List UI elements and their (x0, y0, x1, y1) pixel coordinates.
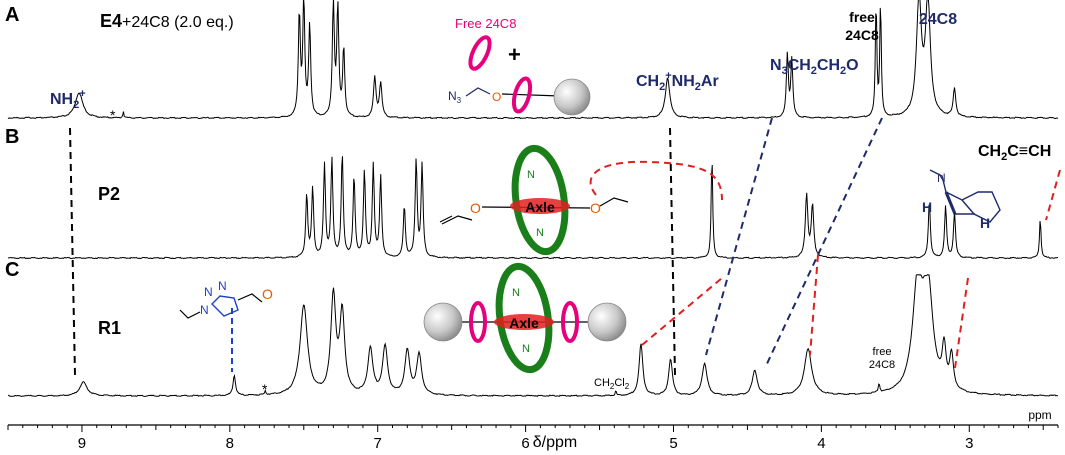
cartoon-c-n-top: N (512, 287, 520, 299)
x-tick-label: 9 (78, 435, 86, 452)
spectrum-trace-a (7, 0, 1059, 120)
spectrum-trace-b (7, 156, 1059, 260)
spectrum-trace-c (7, 274, 1059, 397)
cartoon-b-n-top: N (527, 169, 535, 181)
fragment-h-left: H (922, 199, 932, 215)
dash-line-ch2nh2 (669, 127, 676, 376)
x-axis-title: δ/ppm (533, 434, 577, 451)
impurity-star-c: * (262, 381, 268, 397)
peak-label-ch2nh2ar: CH2+NH2Ar (636, 70, 719, 93)
peak-label-free-c-line2: 24C8 (869, 359, 895, 371)
panel-letter-a: A (5, 4, 19, 26)
triazole-n2: N (218, 279, 227, 293)
triazole-n1: N (204, 285, 213, 299)
sample-label-b: P2 (98, 184, 120, 204)
cartoon-b-oxygen-right: O (590, 200, 601, 216)
fragment-ring-icon (929, 169, 1001, 223)
triazole-ring-icon (211, 295, 239, 317)
triazole-n3: N (200, 303, 209, 317)
x-tick-label: 5 (669, 435, 677, 452)
triazole-oxygen: O (262, 286, 273, 302)
fragment-wedge-icon (944, 191, 957, 215)
dash-line-och2 (809, 254, 819, 356)
dash-line-24c8 (764, 117, 883, 369)
crown-ring-right-icon (561, 301, 579, 343)
peak-label-nh2: NH2+ (50, 88, 86, 111)
cartoon-b: O Axle N N O (439, 144, 723, 256)
x-axis: 9 8 7 6 5 4 3 δ/ppm ppm (7, 408, 1059, 452)
triazole-fragment: N N N O (179, 279, 273, 319)
cartoon-a-linker (465, 87, 491, 97)
cartoon-b-alkyne-right (599, 197, 629, 207)
x-tick-label: 6 (521, 435, 529, 452)
dash-line-alkyne (1045, 169, 1061, 221)
cartoon-a-plus: + (508, 42, 521, 67)
dash-line-n3-triazole (705, 117, 773, 356)
sample-label-c: R1 (98, 318, 121, 338)
peak-correlation-lines (69, 117, 1061, 376)
panel-letter-b: B (5, 126, 19, 148)
cartoon-a-n3: N3 (448, 89, 462, 105)
stopper-right-icon (587, 302, 627, 342)
peak-label-free-line2: 24C8 (845, 27, 879, 43)
cartoon-c: Axle N N (423, 262, 627, 374)
x-tick-label: 8 (226, 435, 234, 452)
cartoon-b-dash-curve (589, 160, 723, 201)
stopper-left-icon (423, 302, 463, 342)
cartoon-b-n-bottom: N (536, 227, 544, 239)
peak-label-free-line1: free (849, 9, 875, 25)
cartoon-a-free-label: Free 24C8 (455, 16, 516, 31)
peak-label-ch2cl2: CH2Cl2 (594, 377, 630, 391)
x-axis-unit: ppm (1028, 408, 1051, 422)
sample-a-rest: +24C8 (2.0 eq.) (122, 14, 234, 31)
sample-a-bold: E4 (100, 11, 122, 31)
cartoon-c-axle-label: Axle (509, 315, 539, 331)
x-tick-label: 4 (817, 435, 825, 452)
cartoon-a: Free 24C8 + N3 O (448, 16, 591, 116)
peak-label-n3ch2ch2o: N3CH2CH2O (770, 57, 859, 77)
triazole-ethyl (179, 309, 201, 319)
fragment-n: N (937, 171, 946, 185)
panel-letter-c: C (5, 259, 19, 281)
cartoon-c-n-bottom: N (522, 343, 530, 355)
peak-label-propargyl: CH2C≡CH (978, 143, 1051, 163)
impurity-star-a: * (110, 107, 116, 123)
peak-label-24c8: 24C8 (919, 11, 957, 28)
free-crown-ring-icon (468, 35, 492, 71)
spectra-group (7, 0, 1059, 397)
crown-ring-left-icon (469, 301, 487, 343)
dash-line-bridge (954, 277, 969, 369)
x-tick-label: 3 (965, 435, 973, 452)
x-tick-label: 7 (374, 435, 382, 452)
cartoon-a-oxygen: O (492, 90, 501, 104)
cartoon-b-alkyne-left (441, 215, 473, 225)
bicyclic-fragment: N H H (922, 169, 1001, 231)
fragment-h-right: H (980, 215, 990, 231)
sample-label-a: E4+24C8 (2.0 eq.) (100, 11, 234, 31)
x-tick-group: 9 8 7 6 5 4 3 (7, 425, 1059, 452)
cartoon-b-oxygen-left: O (470, 200, 481, 216)
peak-label-free-c-line1: free (873, 346, 892, 358)
axle-core-b-icon (510, 198, 570, 214)
cartoon-b-axle-label: Axle (525, 199, 555, 215)
dash-line-propargyl-o (641, 277, 723, 346)
axle-core-c-icon (494, 314, 554, 330)
triazole-ch2 (237, 293, 263, 303)
dash-line-nh2 (69, 127, 76, 376)
stopper-ball-icon (553, 78, 591, 116)
threaded-crown-ring-icon (511, 76, 533, 114)
